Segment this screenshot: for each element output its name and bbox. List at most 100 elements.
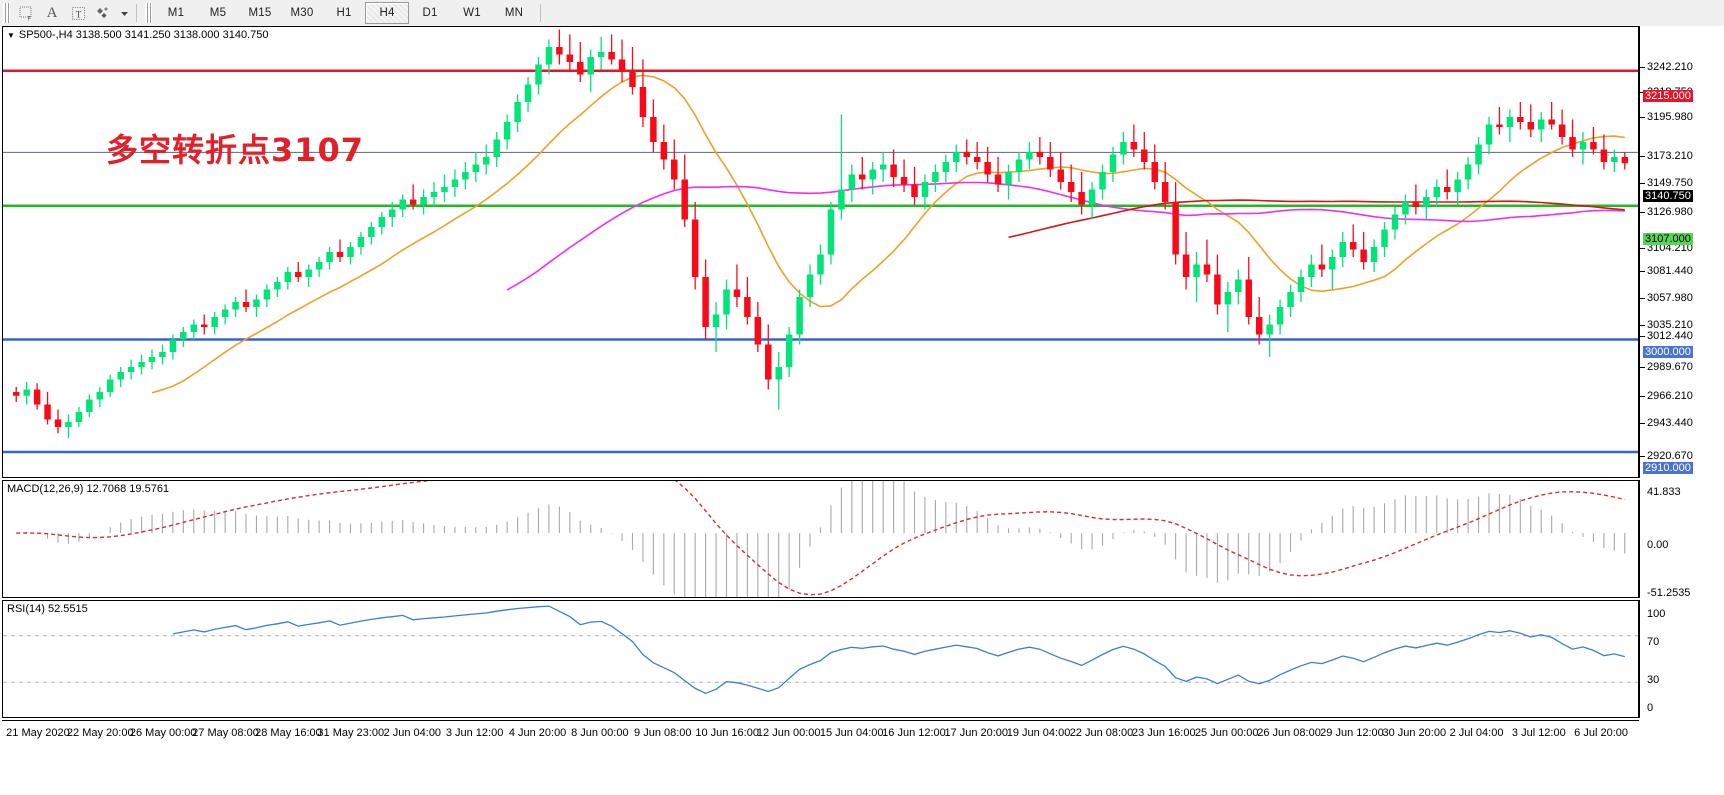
text-label-icon[interactable]: A (46, 4, 58, 21)
price-tick-label: 3149.750 (1647, 177, 1693, 189)
toolbar-drag-handle[interactable] (3, 3, 10, 23)
price-tick: 3012.440 (1640, 330, 1693, 342)
time-tick-label: 3 Jul 12:00 (1511, 727, 1566, 739)
time-tick-label: 6 Jul 20:00 (1574, 727, 1629, 739)
macd-tick-label: 41.833 (1647, 486, 1681, 498)
price-tick-label: 3081.440 (1647, 265, 1693, 277)
price-tick: 3057.980 (1640, 292, 1693, 304)
time-tick-label: 22 Jun 08:00 (1069, 727, 1134, 739)
symbol-info-text: SP500-,H4 3138.500 3141.250 3138.000 314… (18, 29, 269, 41)
toolbar-separator (136, 4, 137, 22)
time-axis[interactable]: 21 May 2020 22 May 20:00 26 May 00:00 27 Ma… (2, 720, 1639, 760)
horizontal-level-lines (3, 69, 1638, 454)
price-tick: 3035.210 (1640, 319, 1693, 331)
resistance-price-tag[interactable]: 3215.000 (1643, 90, 1693, 102)
price-tick-label: 3057.980 (1647, 292, 1693, 304)
timeframe-d1[interactable]: D1 (422, 7, 438, 19)
macd-canvas (16, 481, 1626, 597)
rsi-canvas (3, 605, 1638, 695)
time-tick-label: 17 Jun 20:00 (944, 727, 1009, 739)
support-price-tag[interactable]: 3000.000 (1643, 346, 1693, 358)
macd-signal-line (16, 481, 1625, 596)
timeframe-m5[interactable]: M5 (209, 7, 227, 19)
price-tick-label: 3035.210 (1647, 319, 1693, 331)
rsi-tick-label: 100 (1647, 608, 1666, 620)
symbol-info-bar[interactable]: ▼ SP500-,H4 3138.500 3141.250 3138.000 3… (7, 29, 268, 41)
rsi-tick-label: 30 (1647, 674, 1660, 686)
collapse-arrow-icon[interactable]: ▼ (7, 30, 15, 40)
price-axis[interactable]: 3242.2103218.7503195.9803173.2103149.750… (1639, 26, 1724, 491)
time-tick-label: 26 Jun 08:00 (1257, 727, 1321, 739)
rsi-tick-label: 0 (1647, 702, 1654, 714)
support2-price-tag[interactable]: 2910.000 (1643, 462, 1693, 474)
moving-average-lines (151, 74, 1625, 394)
timeframe-h1[interactable]: H1 (336, 7, 352, 19)
price-tick: 2920.670 (1640, 450, 1693, 462)
candlestick-series (12, 29, 1629, 439)
main-price-pane[interactable]: ▼ SP500-,H4 3138.500 3141.250 3138.000 3… (2, 26, 1639, 478)
time-tick-label: 10 Jun 16:00 (695, 727, 759, 739)
time-tick-label: 29 Jun 12:00 (1320, 727, 1384, 739)
time-tick-label: 22 May 20:00 (66, 727, 134, 739)
current-price-tag[interactable]: 3140.750 (1643, 190, 1693, 202)
time-tick-label: 15 Jun 04:00 (819, 727, 884, 739)
time-tick-label: 30 Jun 20:00 (1382, 727, 1447, 739)
timeframe-m1[interactable]: M1 (167, 7, 185, 19)
time-tick-label: 8 Jun 00:00 (571, 727, 629, 739)
time-tick-label: 27 May 08:00 (192, 727, 259, 739)
price-tick-label: 3104.210 (1647, 242, 1693, 254)
price-tick-label: 2966.210 (1647, 390, 1693, 402)
macd-tick-label: -51.2535 (1647, 587, 1691, 599)
objects-icon[interactable] (91, 2, 117, 24)
timeframe-mn[interactable]: MN (504, 7, 524, 19)
price-tick: 3173.210 (1640, 150, 1693, 162)
svg-text:T: T (75, 9, 81, 19)
chart-annotation-text: 多空转折点3107 (106, 131, 365, 169)
time-tick-label: 25 Jun 00:00 (1194, 727, 1259, 739)
chart-frame: ▼ SP500-,H4 3138.500 3141.250 3138.000 3… (0, 26, 1724, 795)
price-tick-label: 3242.210 (1647, 61, 1693, 73)
macd-histogram (26, 481, 1626, 597)
macd-axis: 41.833 0.00 -51.2535 (1639, 480, 1724, 599)
time-tick-label: 2 Jul 04:00 (1449, 727, 1504, 739)
rsi-axis: 100 70 30 0 (1639, 600, 1724, 718)
macd-tick-label: 0.00 (1647, 539, 1669, 551)
time-tick-label: 4 Jun 20:00 (508, 727, 567, 739)
pivot-price-tag[interactable]: 3107.000 (1643, 233, 1693, 245)
timeframe-m30[interactable]: M30 (290, 7, 314, 19)
time-tick-label: 2 Jun 04:00 (383, 727, 442, 739)
price-tick: 3242.210 (1640, 61, 1693, 73)
main-toolbar: F A T M1 M5 M15 M30 H1 H4 D1 W1 MN (0, 0, 1724, 27)
timeframe-w1[interactable]: W1 (463, 7, 481, 19)
timeframe-h4[interactable]: H4 (365, 2, 409, 24)
price-chart-canvas[interactable] (3, 27, 1638, 477)
time-tick-label: 31 May 23:00 (317, 727, 385, 739)
price-tick: 3149.750 (1640, 177, 1693, 189)
price-tick: 2943.440 (1640, 417, 1693, 429)
price-tick: 3195.980 (1640, 111, 1693, 123)
timeframe-drag-handle[interactable] (145, 3, 152, 23)
toolbar-separator-end (540, 4, 541, 22)
svg-text:F: F (27, 16, 31, 21)
price-tick: 3126.980 (1640, 206, 1693, 218)
price-tick-label: 3195.980 (1647, 111, 1693, 123)
timeframe-m15[interactable]: M15 (248, 7, 272, 19)
crosshair-icon[interactable]: F (13, 2, 39, 24)
price-tick: 3081.440 (1640, 265, 1693, 277)
dropdown-arrow-icon[interactable] (117, 2, 131, 24)
price-tick-label: 3173.210 (1647, 150, 1693, 162)
price-tick: 3104.210 (1640, 242, 1693, 254)
rsi-label: RSI(14) 52.5515 (7, 603, 88, 615)
price-tick-label: 2989.670 (1647, 361, 1693, 373)
time-tick-label: 19 Jun 04:00 (1006, 727, 1071, 739)
price-tick-label: 2920.670 (1647, 450, 1693, 462)
rsi-tick-label: 70 (1647, 636, 1660, 648)
macd-indicator-pane[interactable]: MACD(12,26,9) 12.7068 19.5761 (2, 480, 1639, 598)
time-tick-label: 16 Jun 12:00 (882, 727, 946, 739)
rsi-indicator-pane[interactable]: RSI(14) 52.5515 (2, 600, 1639, 718)
time-tick-label: 26 May 00:00 (129, 727, 197, 739)
price-tick: 2989.670 (1640, 361, 1693, 373)
text-box-icon[interactable]: T (65, 2, 91, 24)
time-tick-label: 23 Jun 16:00 (1131, 727, 1196, 739)
time-tick-label: 9 Jun 08:00 (634, 727, 692, 739)
